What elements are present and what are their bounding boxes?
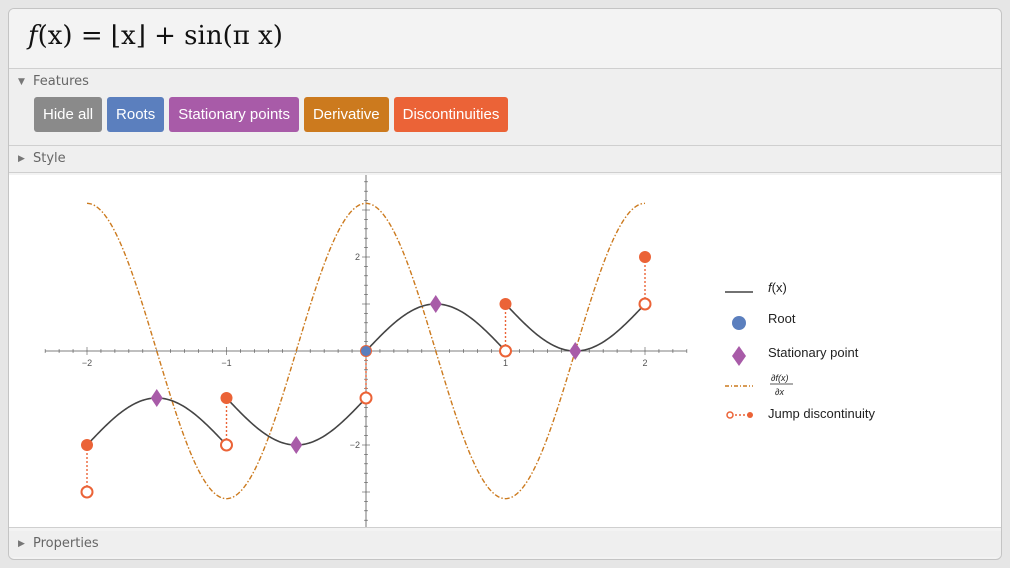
jump-open-point xyxy=(220,438,233,452)
legend-stationary-label: Stationary point xyxy=(768,345,859,360)
style-label: Style xyxy=(33,151,66,166)
derivative-button[interactable]: Derivative xyxy=(303,97,389,132)
legend-jump-label: Jump discontinuity xyxy=(768,406,875,421)
properties-label: Properties xyxy=(33,536,99,551)
feature-button-row: Hide all Roots Stationary points Derivat… xyxy=(9,95,1001,132)
x-tick-label: −2 xyxy=(82,358,92,368)
x-tick-label: −1 xyxy=(221,358,231,368)
root-point xyxy=(361,346,371,356)
legend-stationary-swatch xyxy=(732,346,746,366)
legend-jump-filled-dot xyxy=(747,412,753,418)
formula-arg: (x) xyxy=(37,21,73,51)
jump-open-point xyxy=(80,485,94,499)
formula-equals: = xyxy=(80,21,103,51)
hide-all-button[interactable]: Hide all xyxy=(34,97,103,132)
y-tick-label: 2 xyxy=(355,252,360,262)
jump-filled-point xyxy=(220,392,233,404)
stationary-point xyxy=(569,342,582,360)
features-section: ▼ Features Hide all Roots Stationary poi… xyxy=(9,69,1001,146)
legend-root-swatch xyxy=(732,316,746,330)
stationary-point xyxy=(150,389,163,407)
collapse-triangle-right-icon: ▶ xyxy=(18,154,25,164)
derivative-curve xyxy=(86,202,646,500)
collapse-triangle-down-icon: ▼ xyxy=(18,77,25,87)
features-header[interactable]: ▼ Features xyxy=(9,69,1001,95)
jump-filled-point xyxy=(499,298,512,310)
jump-open-point xyxy=(359,391,373,405)
legend-f-label: f(x) xyxy=(768,280,787,295)
formula-f: f xyxy=(28,21,38,51)
formula-rhs: ⌊x⌋ + sin(π x) xyxy=(110,21,283,51)
legend-jump-open-dot xyxy=(726,411,734,419)
properties-header[interactable]: ▶ Properties xyxy=(9,531,1001,557)
stationary-point xyxy=(429,295,442,313)
legend-root-label: Root xyxy=(768,311,796,326)
roots-button[interactable]: Roots xyxy=(107,97,165,132)
function-formula: f(x) = ⌊x⌋ + sin(π x) xyxy=(28,21,283,51)
legend-derivative-denominator: ∂x xyxy=(775,387,784,397)
stationary-points-button[interactable]: Stationary points xyxy=(169,97,299,132)
legend-derivative-numerator: ∂f(x) xyxy=(771,373,788,383)
x-tick-label: 2 xyxy=(642,358,647,368)
style-header[interactable]: ▶ Style xyxy=(9,146,1001,173)
formula-header: f(x) = ⌊x⌋ + sin(π x) xyxy=(9,9,1001,69)
jump-filled-point xyxy=(81,439,93,451)
plot-area: −2 −1 1 2 2 −2 f(x) Root Stationary point ∂f(… xyxy=(9,175,1001,528)
features-label: Features xyxy=(33,74,89,89)
jump-open-point xyxy=(638,297,652,311)
collapse-triangle-right-icon: ▶ xyxy=(18,539,25,549)
jump-filled-point xyxy=(639,251,651,263)
y-tick-label: −2 xyxy=(350,440,360,450)
jump-open-point xyxy=(499,344,512,358)
x-tick-label: 1 xyxy=(503,358,508,368)
discontinuities-button[interactable]: Discontinuities xyxy=(393,97,509,132)
app-window: f(x) = ⌊x⌋ + sin(π x) ▼ Features Hide al… xyxy=(8,8,1002,560)
stationary-point xyxy=(290,436,303,454)
function-chart: −2 −1 1 2 2 −2 f(x) Root Stationary point ∂f(… xyxy=(44,175,875,527)
